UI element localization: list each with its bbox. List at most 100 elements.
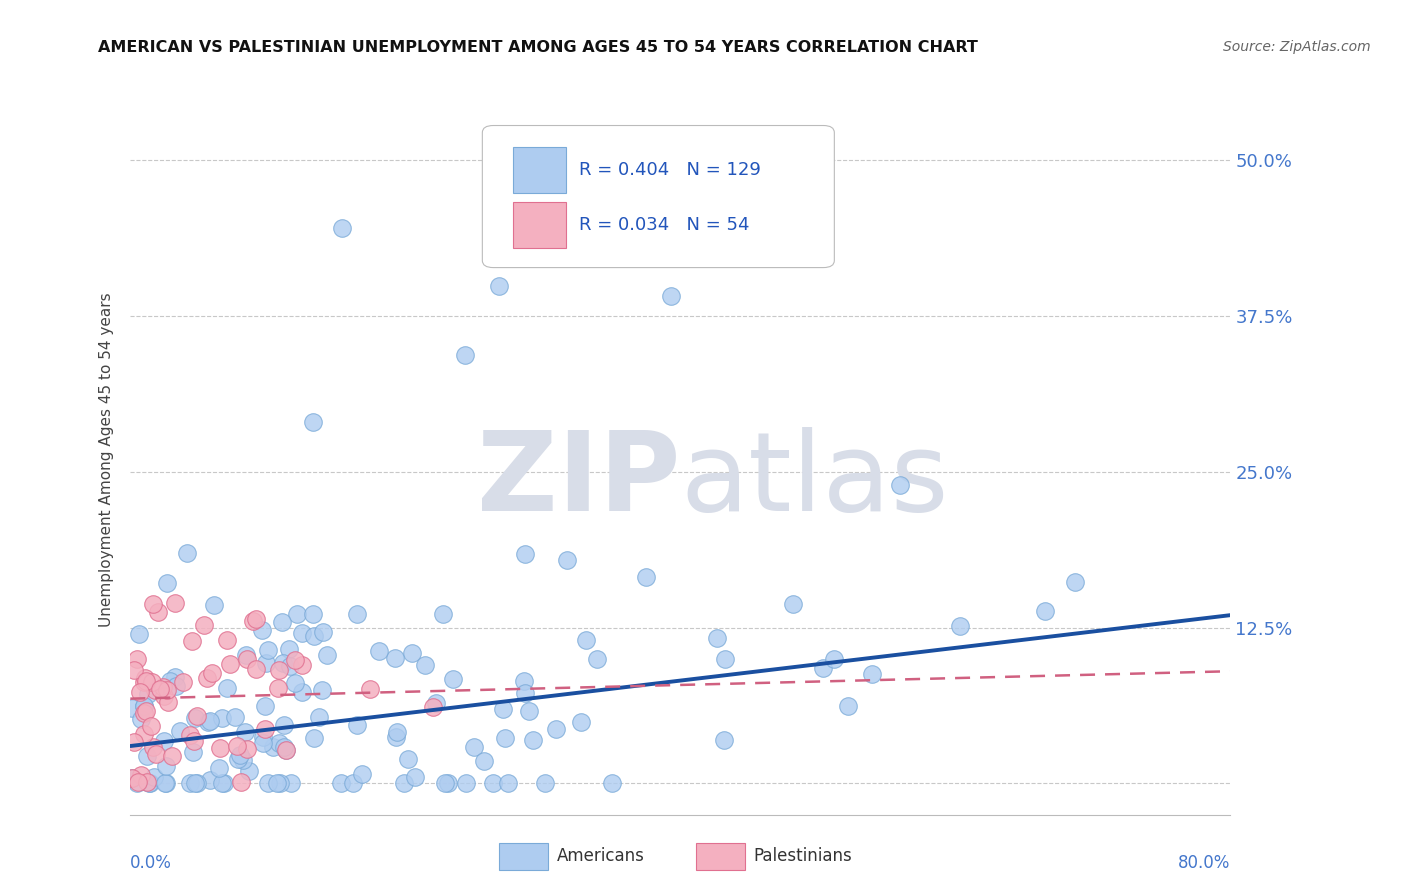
Americans: [181, 745, 204, 759]
Palestinians: [129, 685, 152, 699]
Americans: [312, 624, 335, 639]
Americans: [184, 776, 207, 790]
FancyBboxPatch shape: [513, 147, 567, 193]
Palestinians: [146, 605, 169, 619]
Americans: [659, 288, 682, 302]
Americans: [138, 776, 160, 790]
Americans: [153, 733, 176, 747]
Americans: [513, 547, 536, 561]
Palestinians: [139, 719, 162, 733]
FancyBboxPatch shape: [513, 202, 567, 248]
Palestinians: [121, 771, 143, 785]
Americans: [534, 776, 557, 790]
Palestinians: [422, 700, 444, 714]
Americans: [494, 731, 516, 745]
Text: Americans: Americans: [557, 847, 645, 865]
Americans: [384, 651, 406, 665]
Americans: [132, 699, 155, 714]
Americans: [134, 699, 156, 714]
Palestinians: [141, 675, 163, 690]
Americans: [454, 348, 477, 362]
Palestinians: [186, 708, 208, 723]
Palestinians: [218, 657, 240, 671]
Palestinians: [149, 681, 172, 696]
Americans: [136, 749, 159, 764]
Palestinians: [143, 682, 166, 697]
Americans: [401, 646, 423, 660]
Americans: [1033, 603, 1056, 617]
Americans: [481, 776, 503, 790]
Text: ZIP: ZIP: [477, 427, 681, 534]
Americans: [125, 776, 148, 790]
Americans: [269, 776, 291, 790]
Americans: [179, 776, 201, 790]
Americans: [165, 679, 187, 693]
Americans: [269, 736, 291, 750]
Palestinians: [217, 633, 239, 648]
Americans: [413, 657, 436, 672]
Palestinians: [267, 681, 290, 695]
Americans: [302, 731, 325, 745]
Palestinians: [195, 671, 218, 685]
Americans: [252, 736, 274, 750]
Americans: [252, 730, 274, 744]
Americans: [273, 718, 295, 732]
Palestinians: [142, 597, 165, 611]
Americans: [600, 776, 623, 790]
Palestinians: [291, 658, 314, 673]
Americans: [169, 723, 191, 738]
Americans: [329, 776, 352, 790]
Americans: [200, 714, 222, 729]
Americans: [513, 673, 536, 688]
Americans: [224, 710, 246, 724]
Palestinians: [152, 680, 174, 694]
Americans: [441, 672, 464, 686]
Americans: [555, 553, 578, 567]
Americans: [385, 730, 408, 744]
Americans: [522, 733, 544, 747]
Text: AMERICAN VS PALESTINIAN UNEMPLOYMENT AMONG AGES 45 TO 54 YEARS CORRELATION CHART: AMERICAN VS PALESTINIAN UNEMPLOYMENT AMO…: [98, 40, 979, 55]
Americans: [463, 740, 485, 755]
Americans: [277, 642, 299, 657]
Americans: [949, 619, 972, 633]
Palestinians: [127, 652, 149, 666]
Palestinians: [132, 706, 155, 720]
Y-axis label: Unemployment Among Ages 45 to 54 years: Unemployment Among Ages 45 to 54 years: [100, 292, 114, 627]
Palestinians: [242, 615, 264, 629]
Americans: [586, 651, 609, 665]
Americans: [271, 656, 294, 670]
Americans: [472, 754, 495, 768]
Americans: [200, 772, 222, 787]
Palestinians: [179, 728, 201, 742]
Americans: [233, 725, 256, 739]
Americans: [385, 725, 408, 739]
Palestinians: [122, 734, 145, 748]
Americans: [368, 644, 391, 658]
Americans: [316, 648, 339, 662]
Palestinians: [225, 739, 247, 753]
Americans: [155, 759, 177, 773]
Palestinians: [254, 722, 277, 736]
Palestinians: [129, 768, 152, 782]
Americans: [782, 597, 804, 611]
Palestinians: [181, 634, 204, 648]
Americans: [713, 732, 735, 747]
Text: Source: ZipAtlas.com: Source: ZipAtlas.com: [1223, 40, 1371, 54]
Americans: [159, 673, 181, 688]
Americans: [291, 685, 314, 699]
Americans: [546, 723, 568, 737]
Palestinians: [359, 682, 381, 697]
Americans: [204, 598, 226, 612]
Americans: [392, 776, 415, 790]
Palestinians: [274, 743, 297, 757]
Americans: [211, 776, 233, 790]
Palestinians: [132, 674, 155, 689]
Americans: [291, 625, 314, 640]
Americans: [823, 651, 845, 665]
Americans: [250, 623, 273, 637]
Americans: [165, 670, 187, 684]
Americans: [211, 710, 233, 724]
Palestinians: [231, 775, 253, 789]
Palestinians: [284, 653, 307, 667]
Americans: [432, 607, 454, 621]
